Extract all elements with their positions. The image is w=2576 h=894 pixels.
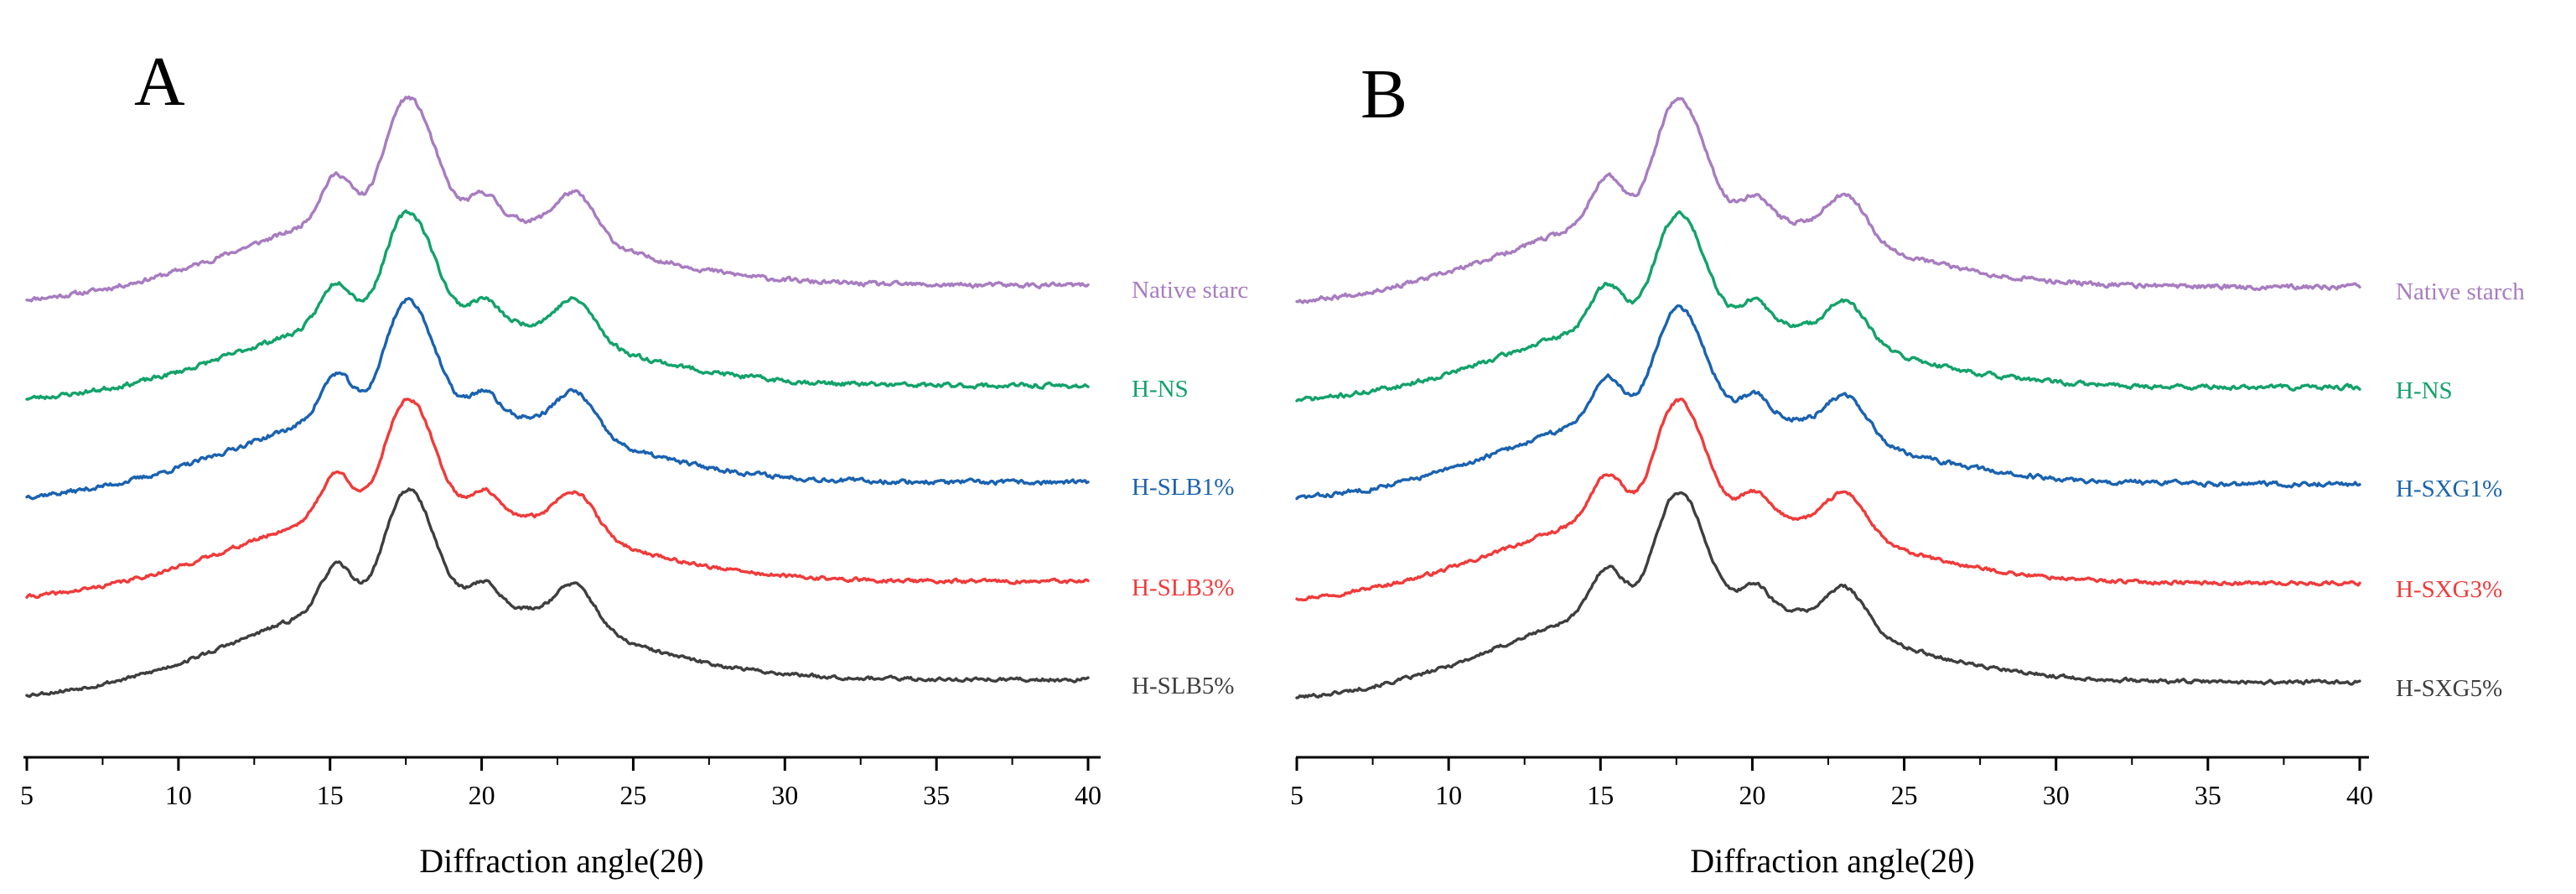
x-tick-label: 25 (619, 780, 646, 810)
x-tick-label: 15 (317, 780, 344, 810)
series-line (1295, 304, 2361, 501)
series-label: H-SXG5% (2396, 675, 2502, 702)
series-line (25, 487, 1090, 699)
series-label: H-NS (1132, 376, 1189, 403)
panel-b-ticks: 5 10 15 20 25 30 35 40 (1290, 757, 2373, 810)
series-label: H-SXG3% (2396, 576, 2502, 603)
series-line (25, 398, 1090, 600)
panel-b-legend: Native starch H-NS H-SXG1% H-SXG3% H-SXG5% (2396, 278, 2525, 702)
x-tick-label: 25 (1891, 780, 1918, 810)
x-tick-label: 20 (1739, 780, 1765, 810)
panel-b: B 5 10 15 20 25 30 35 40 Native starch H-NS H-SXG… (1290, 55, 2525, 880)
series-label: Native starch (2396, 278, 2525, 305)
x-tick-label: 30 (2043, 780, 2070, 810)
series-label: H-SLB1% (1132, 474, 1234, 501)
series-label: H-SLB3% (1132, 574, 1234, 601)
x-tick-label: 15 (1587, 780, 1614, 810)
panel-b-x-axis-title: Diffraction angle(2θ) (1690, 842, 1974, 880)
x-tick-label: 10 (1435, 780, 1462, 810)
panel-a: A 5 10 15 20 25 30 35 40 Native starc H-NS H-SLB1… (20, 43, 1248, 880)
panel-b-letter: B (1361, 55, 1407, 133)
x-tick-label: 30 (771, 780, 798, 810)
series-label: H-NS (2396, 377, 2453, 404)
series-label: H-SXG1% (2396, 476, 2502, 502)
panel-a-ticks: 5 10 15 20 25 30 35 40 (20, 757, 1101, 810)
x-tick-label: 35 (2195, 780, 2221, 810)
panel-a-letter: A (134, 43, 185, 121)
x-tick-label: 10 (165, 780, 192, 810)
x-tick-label: 40 (1075, 780, 1101, 810)
panel-b-series (1295, 96, 2361, 699)
x-tick-label: 40 (2346, 780, 2373, 810)
series-line (1295, 210, 2361, 403)
series-line (1295, 398, 2361, 602)
x-tick-label: 35 (923, 780, 950, 810)
series-line (25, 209, 1090, 401)
series-line (25, 95, 1090, 303)
x-tick-label: 5 (1290, 780, 1304, 810)
series-line (1295, 96, 2361, 304)
x-tick-label: 20 (469, 780, 495, 810)
panel-a-x-axis-title: Diffraction angle(2θ) (419, 842, 703, 880)
series-line (1295, 491, 2361, 699)
series-label: H-SLB5% (1132, 673, 1234, 699)
panel-a-series (25, 95, 1090, 699)
x-tick-label: 5 (20, 780, 34, 810)
panel-a-legend: Native starc H-NS H-SLB1% H-SLB3% H-SLB5% (1132, 277, 1248, 699)
series-label: Native starc (1132, 277, 1248, 304)
series-line (25, 297, 1090, 501)
